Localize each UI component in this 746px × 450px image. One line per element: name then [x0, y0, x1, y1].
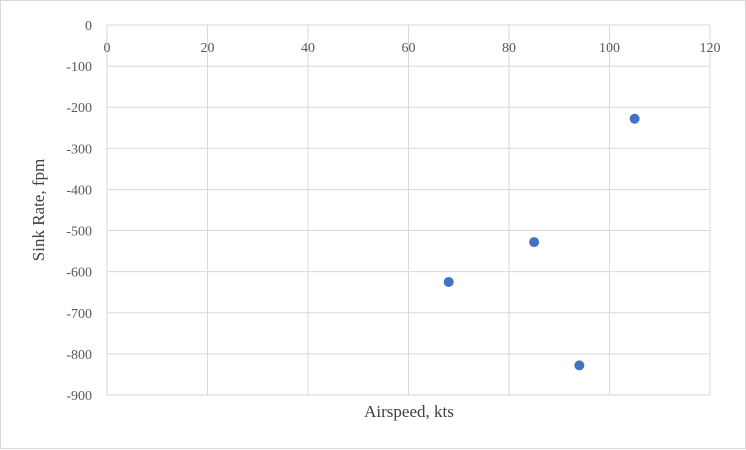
x-tick-label: 0 — [104, 41, 111, 56]
data-point — [629, 113, 640, 124]
y-tick-label: -900 — [66, 389, 92, 404]
horizontal-gridlines — [107, 24, 710, 396]
data-point — [443, 276, 454, 287]
y-tick-label: -600 — [66, 266, 92, 281]
y-tick-label: -100 — [66, 60, 92, 75]
y-tick-label: 0 — [85, 19, 92, 34]
x-tick-label: 60 — [402, 41, 416, 56]
y-tick-label: -200 — [66, 101, 92, 116]
x-tick-label: 40 — [301, 41, 315, 56]
vertical-gridlines — [106, 25, 711, 395]
y-tick-labels: 0 -100 -200 -300 -400 -500 -600 -700 -800 -900 — [66, 19, 92, 404]
data-point — [529, 237, 540, 248]
data-point — [574, 360, 585, 371]
x-tick-label: 20 — [201, 41, 215, 56]
x-tick-labels: 0 20 40 60 80 100 120 — [104, 41, 721, 56]
x-axis-title: Airspeed, kts — [364, 402, 454, 421]
data-points — [443, 113, 640, 371]
x-tick-label: 120 — [700, 41, 721, 56]
y-tick-label: -700 — [66, 307, 92, 322]
y-axis-title: Sink Rate, fpm — [29, 159, 48, 261]
x-tick-label: 80 — [502, 41, 516, 56]
y-tick-label: -500 — [66, 225, 92, 240]
x-tick-label: 100 — [599, 41, 620, 56]
y-tick-label: -300 — [66, 142, 92, 157]
y-tick-label: -800 — [66, 348, 92, 363]
y-tick-label: -400 — [66, 183, 92, 198]
